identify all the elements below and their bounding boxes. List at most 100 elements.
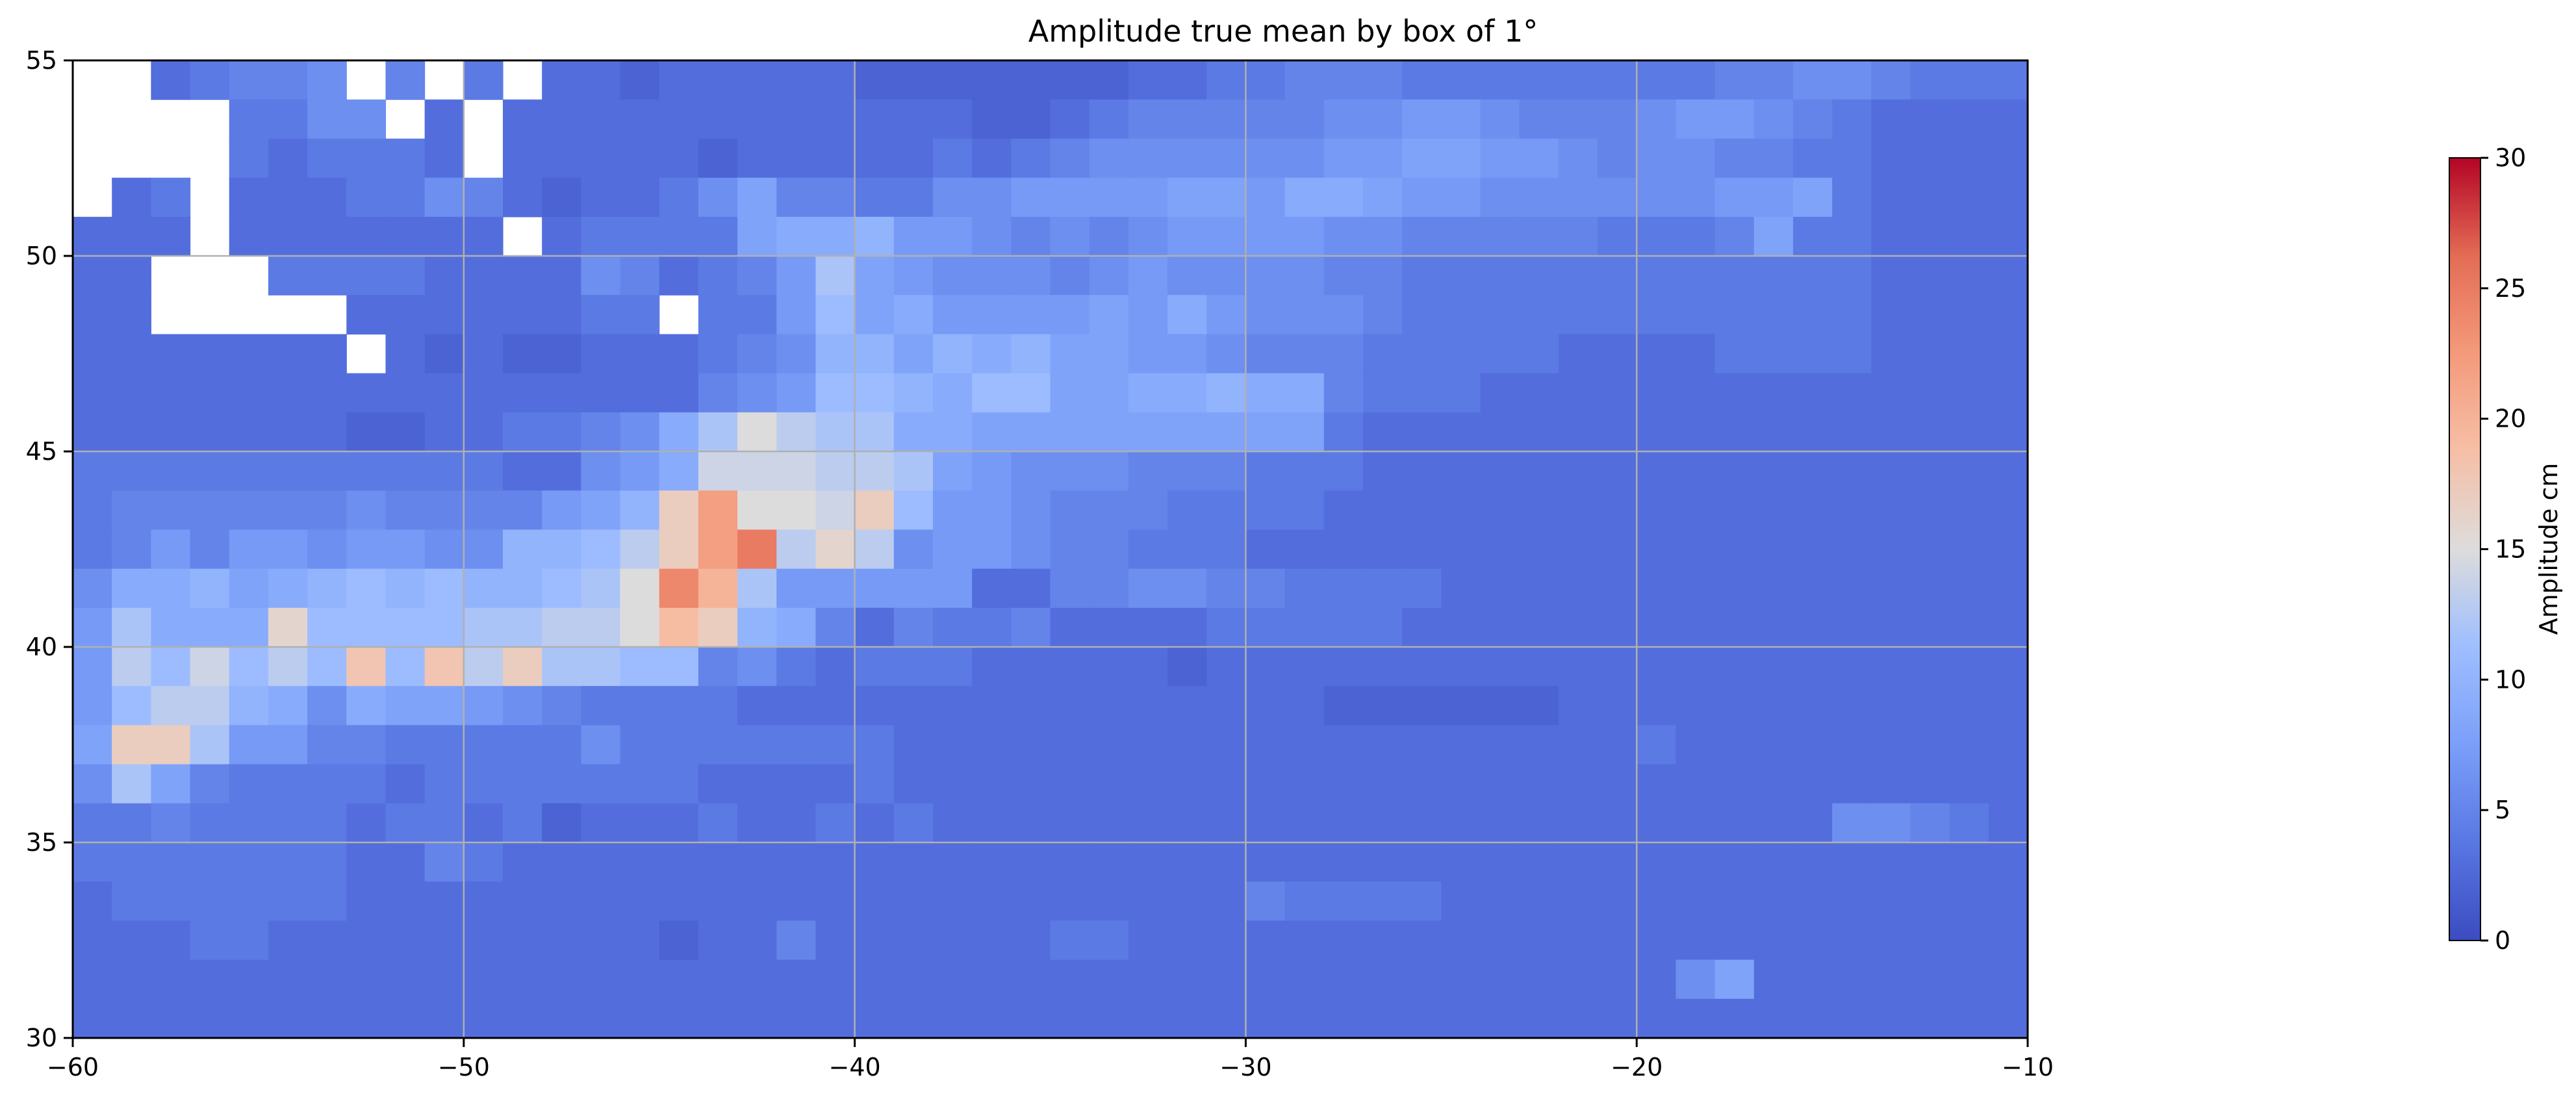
heatmap-cell — [737, 60, 777, 100]
heatmap-cell — [893, 138, 934, 179]
heatmap-cell — [307, 412, 347, 452]
heatmap-cell — [1753, 881, 1794, 921]
heatmap-cell — [972, 920, 1012, 961]
heatmap-cell — [1167, 842, 1207, 882]
heatmap-cell — [268, 529, 308, 570]
heatmap-cell — [815, 99, 856, 139]
heatmap-cell — [1480, 764, 1520, 804]
heatmap-cell — [932, 607, 973, 648]
heatmap-cell — [463, 803, 504, 843]
heatmap-cell — [1480, 725, 1520, 765]
heatmap-cell — [542, 177, 581, 218]
heatmap-cell — [1480, 99, 1520, 139]
heatmap-cell — [776, 412, 817, 452]
heatmap-cell — [698, 490, 738, 530]
heatmap-cell — [1011, 998, 1051, 1039]
heatmap-cell — [1949, 686, 1989, 726]
heatmap-cell — [1792, 686, 1833, 726]
heatmap-cell — [1167, 881, 1207, 921]
heatmap-cell — [1753, 451, 1794, 491]
heatmap-cell — [1832, 803, 1872, 843]
heatmap-cell — [1323, 529, 1364, 570]
heatmap-cell — [893, 99, 934, 139]
heatmap-cell — [1050, 881, 1090, 921]
heatmap-cell — [620, 451, 660, 491]
heatmap-cell — [1050, 803, 1090, 843]
heatmap-cell — [815, 998, 856, 1039]
heatmap-cell — [1988, 295, 2028, 335]
heatmap-cell — [932, 373, 973, 413]
heatmap-cell — [463, 373, 504, 413]
heatmap-cell — [112, 177, 151, 218]
heatmap-cell — [1637, 803, 1676, 843]
heatmap-cell — [1167, 764, 1207, 804]
heatmap-cell — [1715, 920, 1755, 961]
heatmap-cell — [1753, 568, 1794, 609]
heatmap-cell — [893, 647, 934, 687]
heatmap-cell — [385, 647, 426, 687]
heatmap-cell — [854, 998, 895, 1039]
heatmap-cell — [659, 568, 699, 609]
heatmap-cell — [229, 451, 269, 491]
heatmap-cell — [1792, 998, 1833, 1039]
heatmap-cell — [1598, 568, 1637, 609]
heatmap-cell — [932, 295, 973, 335]
heatmap-cell — [1832, 842, 1872, 882]
heatmap-cell — [542, 568, 581, 609]
heatmap-cell — [854, 725, 895, 765]
heatmap-cell — [1832, 881, 1872, 921]
heatmap-cell — [112, 647, 151, 687]
heatmap-cell — [268, 373, 308, 413]
heatmap-cell — [1011, 99, 1051, 139]
heatmap-cell — [1441, 177, 1481, 218]
heatmap-cell — [1245, 959, 1286, 1000]
heatmap-cell — [854, 607, 895, 648]
heatmap-cell — [581, 99, 621, 139]
heatmap-cell — [1910, 216, 1950, 257]
heatmap-cell — [1362, 216, 1403, 257]
heatmap-cell — [1598, 607, 1637, 648]
heatmap-cell — [1323, 764, 1364, 804]
heatmap-cell — [659, 607, 699, 648]
heatmap-cell — [151, 686, 191, 726]
heatmap-cell — [268, 568, 308, 609]
heatmap-cell — [268, 607, 308, 648]
heatmap-cell — [1949, 451, 1989, 491]
heatmap-cell — [268, 334, 308, 374]
heatmap-cell — [1519, 842, 1559, 882]
heatmap-cell — [1128, 490, 1168, 530]
heatmap-cell — [1089, 60, 1129, 100]
heatmap-cell — [268, 881, 308, 921]
heatmap-cell — [1637, 334, 1676, 374]
heatmap-cell — [659, 998, 699, 1039]
heatmap-cell — [1167, 216, 1207, 257]
heatmap-cell — [112, 959, 151, 1000]
heatmap-cell — [776, 373, 817, 413]
heatmap-cell — [815, 412, 856, 452]
heatmap-cell — [1676, 451, 1716, 491]
x-tick-label: −20 — [1611, 1053, 1663, 1081]
heatmap-cell — [307, 725, 347, 765]
heatmap-cell — [424, 568, 465, 609]
heatmap-cell — [1362, 334, 1403, 374]
heatmap-cell — [346, 529, 387, 570]
heatmap-cell — [581, 568, 621, 609]
heatmap-cell — [932, 803, 973, 843]
heatmap-cell — [502, 920, 542, 961]
heatmap-cell — [385, 256, 426, 296]
heatmap-cell — [1362, 920, 1403, 961]
heatmap-cell — [1402, 295, 1442, 335]
heatmap-cell — [854, 216, 895, 257]
heatmap-cell — [1480, 607, 1520, 648]
heatmap-cell — [229, 920, 269, 961]
heatmap-cell — [307, 99, 347, 139]
heatmap-cell — [776, 647, 817, 687]
heatmap-cell — [268, 451, 308, 491]
heatmap-cell — [346, 99, 387, 139]
heatmap-cell — [1402, 920, 1442, 961]
heatmap-cell — [854, 373, 895, 413]
heatmap-cell — [1676, 295, 1716, 335]
heatmap-cell — [1128, 216, 1168, 257]
heatmap-cell — [307, 216, 347, 257]
heatmap-cell — [1715, 451, 1755, 491]
